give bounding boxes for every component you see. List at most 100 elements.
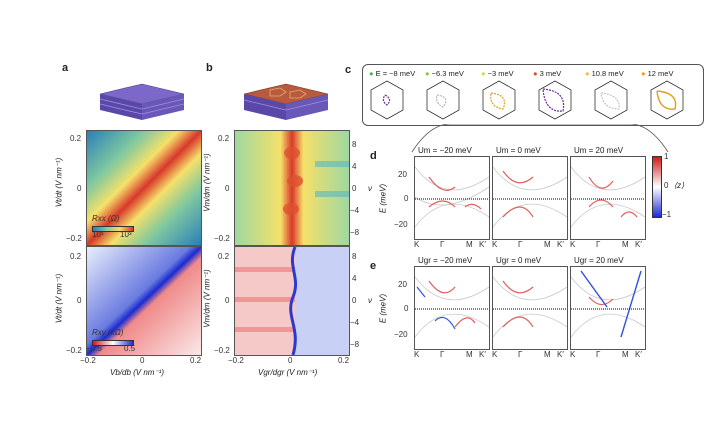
e-xtick: Γ: [440, 350, 445, 359]
b-nu-tick: 8: [352, 252, 357, 261]
panel-b-label: b: [206, 62, 213, 74]
e-xtick: M: [466, 350, 473, 359]
panel-a-label: a: [62, 62, 69, 74]
b-nu-tick: 4: [352, 274, 357, 283]
band-structure-d1: [414, 156, 490, 240]
a-ytick: 0.2: [70, 252, 82, 261]
d-title: Um = −20 meV: [418, 146, 472, 155]
e-xtick: K′: [479, 350, 486, 359]
d-ytick: 0: [404, 194, 409, 203]
bracket-lines: [411, 124, 669, 153]
a-top-ylabel: Vt/dt (V nm⁻¹): [54, 157, 64, 208]
b-top-ylabel: Vm/dm (V nm⁻¹): [202, 153, 212, 212]
b-nu-tick: 0: [352, 296, 357, 305]
e-title: Ugr = 0 meV: [496, 256, 542, 265]
e-ytick: 0: [404, 304, 409, 313]
legend-entry: 3 meV: [539, 69, 562, 78]
b-nu-tick: 8: [352, 140, 357, 149]
a-xtick: −0.2: [80, 356, 96, 365]
d-title: Um = 0 meV: [496, 146, 541, 155]
fermi-hexagons: [370, 80, 684, 120]
a-ytick: 0: [77, 184, 82, 193]
d-xtick: M: [466, 240, 473, 249]
legend-entry: 12 meV: [647, 69, 674, 78]
d-xtick: Γ: [596, 240, 601, 249]
b-nu-tick: −8: [350, 340, 360, 349]
b-ytick: 0.2: [218, 134, 230, 143]
a-ytick: 0: [77, 296, 82, 305]
b-xtick: 0: [288, 356, 293, 365]
a-xtick: 0.2: [190, 356, 202, 365]
e-ytick: −20: [394, 330, 408, 339]
z-cbar-tick: 0: [664, 181, 669, 190]
d-xtick: M: [544, 240, 551, 249]
e-title: Ugr = 20 meV: [574, 256, 624, 265]
b-nu-tick: 4: [352, 162, 357, 171]
e-xtick: K: [414, 350, 420, 359]
e-title: Ugr = −20 meV: [418, 256, 473, 265]
z-cbar-label: ⟨z⟩: [674, 181, 685, 190]
d-title: Um = 20 meV: [574, 146, 624, 155]
a-ytick: −0.2: [66, 234, 82, 243]
a-ytick: −0.2: [66, 346, 82, 355]
b-bottom-ylabel: Vm/dm (V nm⁻¹): [202, 269, 212, 328]
panel-c-label: c: [345, 64, 352, 76]
b-nu-tick: −4: [350, 206, 360, 215]
nu-map-top: [234, 130, 350, 246]
band-structure-d3: [570, 156, 646, 240]
rxy-map: [86, 246, 202, 356]
d-xtick: K: [414, 240, 420, 249]
e-ylabel: E (meV): [378, 293, 388, 324]
b-nu-tick: −4: [350, 318, 360, 327]
e-xtick: K: [570, 350, 576, 359]
rxy-colorbar: [92, 340, 134, 346]
b-nu-tick: 0: [352, 184, 357, 193]
e-xtick: M: [544, 350, 551, 359]
band-structure-d2: [492, 156, 568, 240]
e-xtick: K: [492, 350, 498, 359]
band-structure-e1: [414, 266, 490, 350]
d-ytick: −20: [394, 220, 408, 229]
rxy-cbar-tick: −0.5: [86, 344, 102, 353]
legend-entry: E = −8 meV: [375, 69, 416, 78]
band-structure-e2: [492, 266, 568, 350]
d-ylabel: E (meV): [378, 183, 388, 214]
e-xtick: K′: [557, 350, 564, 359]
b-ytick: 0: [225, 184, 230, 193]
b-xtick: −0.2: [228, 356, 244, 365]
e-xtick: K′: [635, 350, 642, 359]
b-ytick: 0.2: [218, 252, 230, 261]
b-ytick: 0: [225, 296, 230, 305]
legend-entry: −6.3 meV: [431, 69, 464, 78]
panel-e-label: e: [370, 260, 377, 272]
b-xlabel: Vgr/dgr (V nm⁻¹): [258, 368, 318, 377]
d-xtick: K: [570, 240, 576, 249]
rxx-colorbar: [92, 226, 134, 232]
e-xtick: M: [622, 350, 629, 359]
rxy-cbar-tick: 0.5: [124, 344, 136, 353]
z-cbar-tick: 1: [664, 152, 669, 161]
d-xtick: Γ: [518, 240, 523, 249]
rxx-cbar-label: Rxx (Ω): [92, 214, 120, 223]
z-cbar-tick: −1: [662, 210, 672, 219]
z-colorbar: [652, 156, 662, 218]
d-xtick: Γ: [440, 240, 445, 249]
b-ytick: −0.2: [214, 234, 230, 243]
e-xtick: Γ: [518, 350, 523, 359]
crystal-stack-b: [243, 83, 329, 120]
b-ytick: −0.2: [214, 346, 230, 355]
d-xtick: M: [622, 240, 629, 249]
rxy-cbar-label: Rxy (kΩ): [92, 328, 124, 337]
a-ytick: 0.2: [70, 134, 82, 143]
band-structure-e3: [570, 266, 646, 350]
b-xtick: 0.2: [338, 356, 350, 365]
panel-d-label: d: [370, 150, 377, 162]
legend-entry: −3 meV: [487, 69, 514, 78]
d-xtick: K′: [635, 240, 642, 249]
e-xtick: Γ: [596, 350, 601, 359]
d-ytick: 20: [398, 170, 407, 179]
a-bottom-ylabel: Vt/dt (V nm⁻¹): [54, 273, 64, 324]
b-top-nu-label: ν: [368, 184, 372, 193]
d-xtick: K: [492, 240, 498, 249]
e-ytick: 20: [398, 280, 407, 289]
